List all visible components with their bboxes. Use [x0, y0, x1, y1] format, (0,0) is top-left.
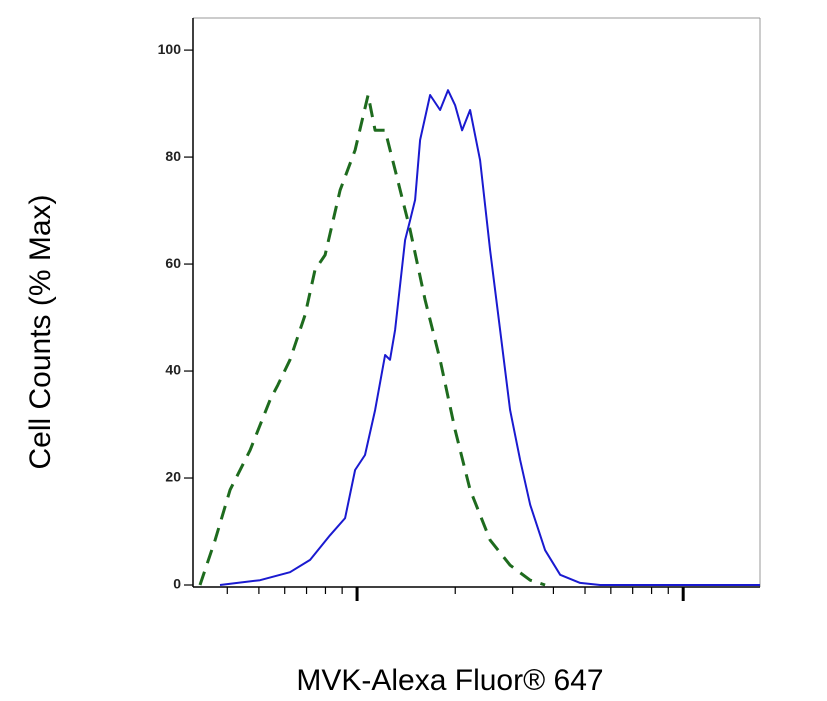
y-tick-label: 40	[165, 362, 181, 378]
histogram-line	[219, 89, 760, 586]
y-axis-label: Cell Counts (% Max)	[24, 194, 57, 469]
y-tick-label: 0	[173, 576, 181, 592]
histogram-line	[198, 93, 546, 587]
y-tick-label: 60	[165, 255, 181, 271]
y-tick-label: 100	[158, 41, 182, 57]
y-tick-label: 80	[165, 148, 181, 164]
x-axis-label: MVK-Alexa Fluor® 647	[296, 664, 603, 697]
y-tick-label: 20	[165, 469, 181, 485]
